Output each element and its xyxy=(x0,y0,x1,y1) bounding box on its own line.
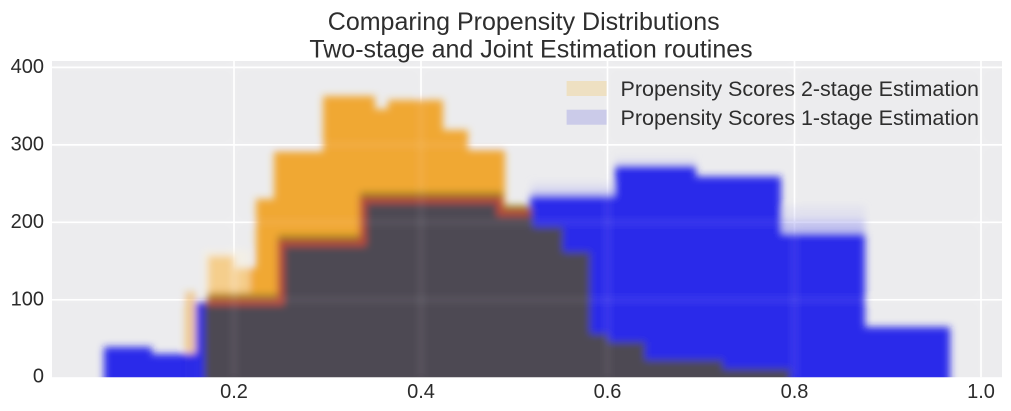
svg-text:0.4: 0.4 xyxy=(407,381,435,403)
svg-text:Propensity Scores 2-stage Esti: Propensity Scores 2-stage Estimation xyxy=(621,77,980,101)
svg-text:1.0: 1.0 xyxy=(967,381,995,403)
svg-text:Propensity Scores 1-stage Esti: Propensity Scores 1-stage Estimation xyxy=(621,106,980,130)
svg-text:Two-stage and Joint Estimation: Two-stage and Joint Estimation routines xyxy=(309,36,752,64)
svg-text:400: 400 xyxy=(11,56,44,78)
svg-text:200: 200 xyxy=(11,211,44,233)
svg-text:Comparing Propensity Distribut: Comparing Propensity Distributions xyxy=(328,8,720,36)
svg-text:100: 100 xyxy=(11,288,44,310)
svg-text:0.8: 0.8 xyxy=(781,381,809,403)
svg-text:300: 300 xyxy=(11,133,44,155)
svg-text:0: 0 xyxy=(33,366,44,388)
svg-text:0.2: 0.2 xyxy=(220,381,248,403)
svg-text:0.6: 0.6 xyxy=(594,381,622,403)
